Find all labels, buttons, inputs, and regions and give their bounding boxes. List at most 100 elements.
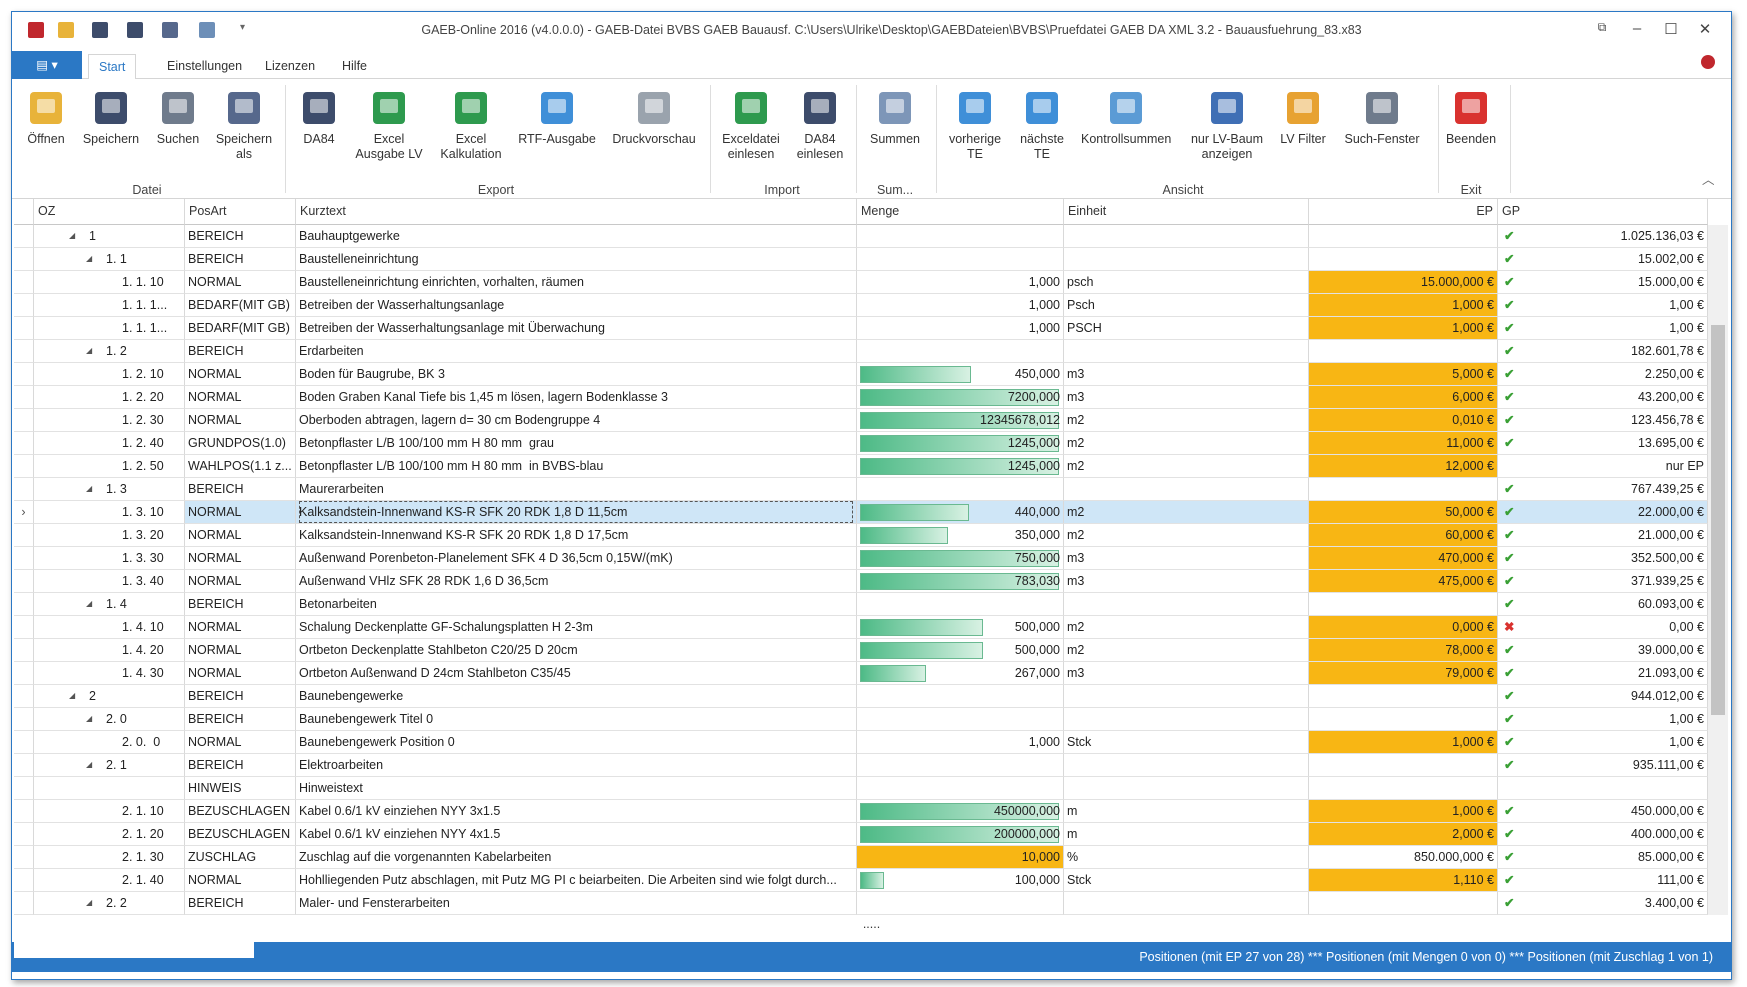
table-row[interactable]: ◢1. 3BEREICHMaurerarbeiten✔767.439,25 € [12,478,1708,501]
tree-toggle[interactable]: ◢ [69,225,75,247]
table-row[interactable]: 1. 1. 1...BEDARF(MIT GB)Betreiben der Wa… [12,317,1708,340]
table-row[interactable]: 1. 2. 30NORMALOberboden abtragen, lagern… [12,409,1708,432]
cell-text: 11,000 € [1312,432,1494,454]
tree-toggle[interactable]: ◢ [86,892,92,914]
ribbon-tab[interactable]: Lizenzen [255,54,325,80]
column-header[interactable]: Kurztext [296,199,857,225]
cell-posart: ZUSCHLAG [185,846,296,869]
cell-ep: 470,000 € [1309,547,1498,570]
ribbon-button[interactable]: Such-Fenster [1337,89,1427,147]
minimize[interactable]: – [1625,20,1649,42]
ribbon-button[interactable]: Druckvorschau [609,89,699,147]
ribbon-button[interactable]: Beenden [1426,89,1516,147]
table-row[interactable]: 1. 4. 10NORMALSchalung Deckenplatte GF-S… [12,616,1708,639]
table-row[interactable]: 1. 4. 20NORMALOrtbeton Deckenplatte Stah… [12,639,1708,662]
tree-toggle[interactable]: ◢ [86,708,92,730]
quick-doc[interactable] [199,22,215,38]
maximize[interactable]: ☐ [1659,20,1683,42]
table-row[interactable]: 2. 1. 40NORMALHohlliegenden Putz abschla… [12,869,1708,892]
table-row[interactable]: ◢2. 0BEREICHBaunebengewerk Titel 0✔1,00 … [12,708,1708,731]
table-row[interactable]: 2. 0. 0NORMALBaunebengewerk Position 01,… [12,731,1708,754]
ribbon-button[interactable]: Summen [850,89,940,147]
ribbon-options[interactable]: ⧉ [1590,20,1614,42]
status-text: Positionen (mit EP 27 von 28) *** Positi… [1139,950,1713,964]
table-row[interactable]: 1. 2. 10NORMALBoden für Baugrube, BK 345… [12,363,1708,386]
table-row[interactable]: ◢1. 1BEREICHBaustelleneinrichtung✔15.002… [12,248,1708,271]
table-row[interactable]: 1. 4. 30NORMALOrtbeton Außenwand D 24cm … [12,662,1708,685]
table-row[interactable]: 1. 2. 50WAHLPOS(1.1 z...Betonpflaster L/… [12,455,1708,478]
column-header[interactable]: Menge [857,199,1064,225]
cell-einheit: Stck [1064,731,1309,754]
ribbon-button[interactable]: Excel Kalkulation [426,89,516,162]
table-row[interactable]: ◢2. 2BEREICHMaler- und Fensterarbeiten✔3… [12,892,1708,915]
column-header[interactable]: PosArt [185,199,296,225]
ribbon-button[interactable]: nächste TE [997,89,1087,162]
column-header[interactable]: EP [1309,199,1498,225]
button-label: Summen [870,132,920,146]
column-header[interactable]: Einheit [1064,199,1309,225]
collapse-ribbon[interactable]: ︿ [1702,169,1715,188]
table-row[interactable]: 1. 3. 30NORMALAußenwand Porenbeton-Plane… [12,547,1708,570]
button-icon [956,89,994,127]
ribbon-button[interactable]: Kontrollsummen [1081,89,1171,147]
table-row[interactable]: ◢2BEREICHBaunebengewerke✔944.012,00 € [12,685,1708,708]
cell-text: 1,00 € [1501,731,1704,753]
quick-open[interactable] [58,22,74,38]
scroll-thumb[interactable] [1711,325,1725,715]
tree-toggle[interactable]: ◢ [69,685,75,707]
ribbon-button[interactable]: RTF-Ausgabe [512,89,602,147]
quick-save[interactable] [92,22,108,38]
table-row[interactable]: 1. 2. 20NORMALBoden Graben Kanal Tiefe b… [12,386,1708,409]
cell-text: 15.000,000 € [1312,271,1494,293]
cell-text: 1,00 € [1501,294,1704,316]
cell-kurztext: Betonpflaster L/B 100/100 mm H 80 mm gra… [296,432,857,455]
ribbon-button[interactable]: LV Filter [1258,89,1348,147]
cell-oz: ◢1. 2 [34,340,185,363]
quick-menu[interactable]: ▾ [240,22,245,33]
app-menu[interactable]: ▤ ▾ [12,51,82,79]
table-row[interactable]: ◢1. 4BEREICHBetonarbeiten✔60.093,00 € [12,593,1708,616]
table-row[interactable]: 2. 1. 10BEZUSCHLAGENKabel 0.6/1 kV einzi… [12,800,1708,823]
table-row[interactable]: 1. 3. 40NORMALAußenwand VHlz SFK 28 RDK … [12,570,1708,593]
table-row[interactable]: HINWEISHinweistext [12,777,1708,800]
ribbon-tab[interactable]: Hilfe [332,54,377,80]
scrollbar[interactable] [1708,225,1728,915]
quick-save-all[interactable] [162,22,178,38]
table-row[interactable]: 1. 1. 10NORMALBaustelleneinrichtung einr… [12,271,1708,294]
cell-text: Psch [1067,294,1305,316]
table-row[interactable]: 2. 1. 30ZUSCHLAGZuschlag auf die vorgena… [12,846,1708,869]
help-icon[interactable] [1701,55,1715,69]
cell-text: 1245,000 [860,455,1060,477]
close[interactable]: ✕ [1693,20,1717,42]
column-header[interactable]: OZ [34,199,185,225]
tree-toggle[interactable]: ◢ [86,754,92,776]
ribbon-tab[interactable]: Einstellungen [157,54,252,80]
quick-save-as[interactable] [127,22,143,38]
cell-text: m2 [1067,639,1305,661]
table-row[interactable]: ◢1BEREICHBauhauptgewerke✔1.025.136,03 € [12,225,1708,248]
cell-text: Kabel 0.6/1 kV einziehen NYY 4x1.5 [299,823,853,845]
oz-text: 1. 4. 20 [122,639,164,661]
cell-text: Boden Graben Kanal Tiefe bis 1,45 m löse… [299,386,853,408]
table-row[interactable]: ◢1. 2BEREICHErdarbeiten✔182.601,78 € [12,340,1708,363]
column-header[interactable]: GP [1498,199,1708,225]
table-row[interactable]: ›1. 3. 10NORMALKalksandstein-Innenwand K… [12,501,1708,524]
cell-ep [1309,892,1498,915]
button-label: Excel Kalkulation [440,132,501,161]
cell-posart: NORMAL [185,524,296,547]
tree-toggle[interactable]: ◢ [86,478,92,500]
tree-toggle[interactable]: ◢ [86,593,92,615]
ribbon-button[interactable]: Excel Ausgabe LV [344,89,434,162]
table-row[interactable]: 1. 1. 1...BEDARF(MIT GB)Betreiben der Wa… [12,294,1708,317]
tree-toggle[interactable]: ◢ [86,340,92,362]
table-row[interactable]: 1. 2. 40GRUNDPOS(1.0)Betonpflaster L/B 1… [12,432,1708,455]
cell-gp: ✔400.000,00 € [1498,823,1708,846]
ribbon-tab[interactable]: Start [88,54,136,80]
table-row[interactable]: 2. 1. 20BEZUSCHLAGENKabel 0.6/1 kV einzi… [12,823,1708,846]
cell-text: Zuschlag auf die vorgenannten Kabelarbei… [299,846,853,868]
table-row[interactable]: 1. 3. 20NORMALKalksandstein-Innenwand KS… [12,524,1708,547]
tree-toggle[interactable]: ◢ [86,248,92,270]
table-row[interactable]: ◢2. 1BEREICHElektroarbeiten✔935.111,00 € [12,754,1708,777]
cell-text: Kalksandstein-Innenwand KS-R SFK 20 RDK … [299,501,853,523]
cell-ep [1309,685,1498,708]
